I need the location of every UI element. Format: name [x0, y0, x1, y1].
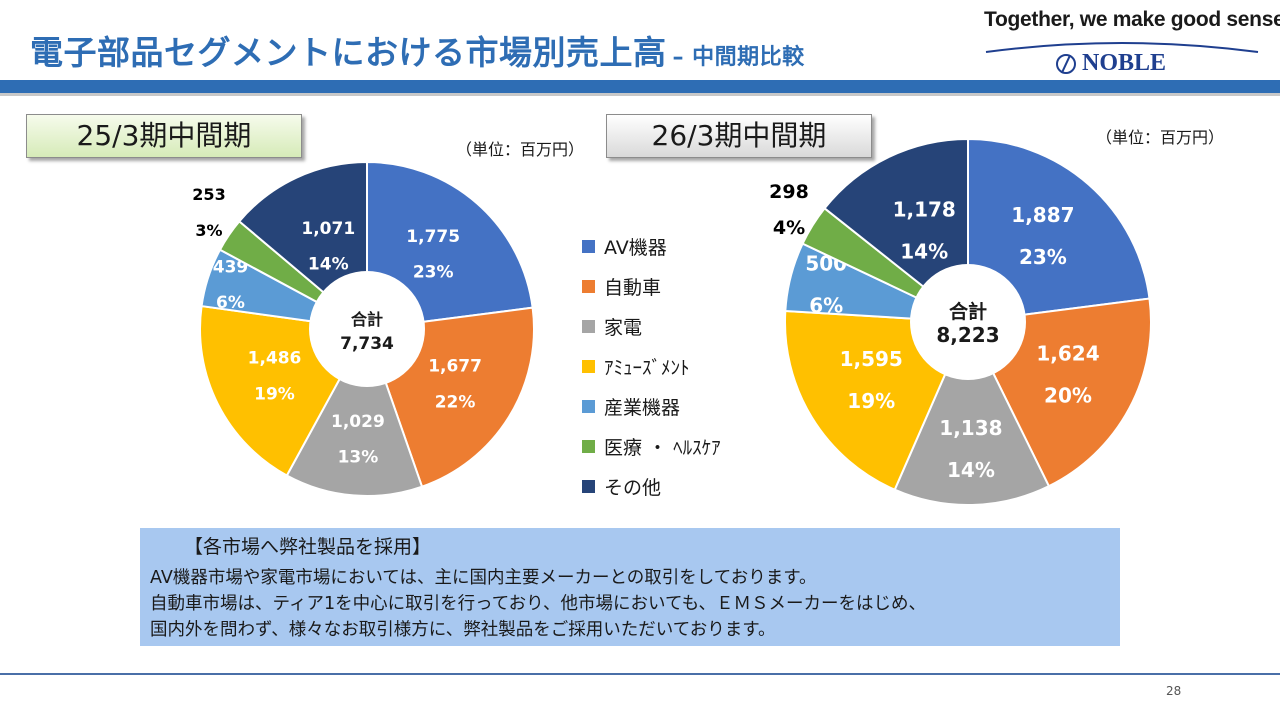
pie-center-label: 合計: [949, 300, 987, 323]
legend-swatch: [582, 439, 595, 453]
period-label-right: 26/3期中間期: [606, 114, 872, 158]
slice-value-label: 1,775: [406, 227, 460, 247]
slice-value-label: 1,029: [331, 412, 385, 432]
slice-percent-label: 23%: [413, 263, 454, 283]
slice-value-label: 1,486: [248, 349, 302, 369]
header-divider: [0, 80, 1280, 93]
market-note-box: 【各市場へ弊社製品を採用】 AV機器市場や家電市場においては、主に国内主要メーカ…: [140, 528, 1120, 646]
legend-label: ｱﾐｭｰｽﾞﾒﾝﾄ: [604, 356, 690, 379]
slice-percent-label: 4%: [773, 217, 805, 239]
legend-label: AV機器: [604, 236, 667, 259]
legend-item-auto: 自動車: [582, 266, 721, 306]
legend-swatch: [582, 239, 595, 253]
slice-percent-label: 19%: [847, 389, 895, 413]
legend-label: 産業機器: [604, 396, 681, 419]
slice-percent-label: 6%: [809, 294, 843, 318]
legend-item-industrial: 産業機器: [582, 386, 721, 426]
title-main: 電子部品セグメントにおける市場別売上高: [30, 33, 667, 72]
legend-label: 自動車: [604, 276, 662, 299]
slice-percent-label: 13%: [338, 448, 379, 468]
note-line-2: 自動車市場は、ティア1を中心に取引を行っており、他市場においても、ＥＭＳメーカー…: [150, 594, 927, 614]
legend-label: その他: [604, 476, 662, 499]
pie-slice-left-2: [285, 326, 424, 497]
pie-slice-right-2: [893, 319, 1051, 506]
note-heading: 【各市場へ弊社製品を採用】: [184, 536, 432, 558]
page-title: 電子部品セグメントにおける市場別売上高 – 中間期比較: [30, 26, 805, 74]
slice-value-label: 1,624: [1036, 342, 1099, 366]
slice-value-label: 1,887: [1011, 203, 1074, 227]
legend-swatch: [582, 279, 595, 293]
pie-slice-left-0: [366, 160, 534, 331]
slice-percent-label: 14%: [947, 458, 995, 482]
logo-arc-icon: [985, 42, 1259, 53]
legend-item-medical: 医療 ・ ﾍﾙｽｹｱ: [582, 426, 721, 466]
slice-percent-label: 23%: [1019, 245, 1067, 269]
slice-value-label: 1,071: [301, 219, 355, 239]
legend-label: 医療 ・ ﾍﾙｽｹｱ: [604, 436, 721, 459]
note-line-3: 国内外を問わず、様々なお取引様方に、弊社製品をご採用いただいております。: [150, 620, 776, 640]
legend-swatch: [582, 319, 595, 333]
slice-percent-label: 14%: [900, 239, 948, 263]
legend-swatch: [582, 399, 595, 413]
pie-slice-right-6: [823, 137, 969, 325]
footer-divider: [0, 673, 1280, 675]
slice-percent-label: 19%: [254, 384, 295, 404]
slice-value-label: 298: [769, 181, 809, 203]
slice-value-label: 439: [213, 257, 249, 277]
company-logo: NOBLE: [1056, 50, 1166, 77]
slice-value-label: 253: [192, 185, 225, 204]
slice-percent-label: 6%: [216, 293, 245, 313]
company-tagline: Together, we make good sense.: [984, 8, 1280, 31]
unit-label-right: （単位：百万円）: [1096, 128, 1225, 147]
legend-label: 家電: [604, 316, 643, 339]
header-divider-shadow: [0, 93, 1280, 96]
slice-value-label: 1,138: [939, 416, 1002, 440]
slice-percent-label: 20%: [1044, 384, 1092, 408]
pie-center-total: 7,734: [340, 334, 394, 354]
slice-percent-label: 14%: [308, 255, 349, 275]
slice-value-label: 1,677: [428, 357, 482, 377]
logo-text: NOBLE: [1082, 50, 1167, 76]
slice-value-label: 1,595: [840, 347, 903, 371]
chart-legend: AV機器 自動車 家電 ｱﾐｭｰｽﾞﾒﾝﾄ 産業機器 医療 ・ ﾍﾙｽｹｱ その…: [582, 226, 721, 506]
pie-center-hole: [910, 264, 1026, 380]
title-subtitle: – 中間期比較: [672, 45, 805, 70]
legend-item-amusement: ｱﾐｭｰｽﾞﾒﾝﾄ: [582, 346, 721, 386]
legend-item-appliance: 家電: [582, 306, 721, 346]
unit-label-left: （単位：百万円）: [456, 140, 585, 159]
pie-center-label: 合計: [351, 310, 383, 329]
pie-center-hole: [309, 271, 425, 387]
period-label-left: 25/3期中間期: [26, 114, 302, 158]
pie-center-total: 8,223: [936, 323, 999, 347]
legend-item-other: その他: [582, 466, 721, 506]
legend-swatch: [582, 359, 595, 373]
slice-value-label: 1,178: [893, 197, 956, 221]
slice-percent-label: 3%: [195, 221, 222, 240]
pie-slice-right-0: [967, 137, 1151, 324]
slice-percent-label: 22%: [435, 392, 476, 412]
page-number: 28: [1166, 684, 1182, 698]
logo-mark-icon: [1056, 53, 1076, 74]
legend-item-av: AV機器: [582, 226, 721, 266]
legend-swatch: [582, 479, 595, 493]
note-line-1: AV機器市場や家電市場においては、主に国内主要メーカーとの取引をしております。: [150, 568, 817, 588]
